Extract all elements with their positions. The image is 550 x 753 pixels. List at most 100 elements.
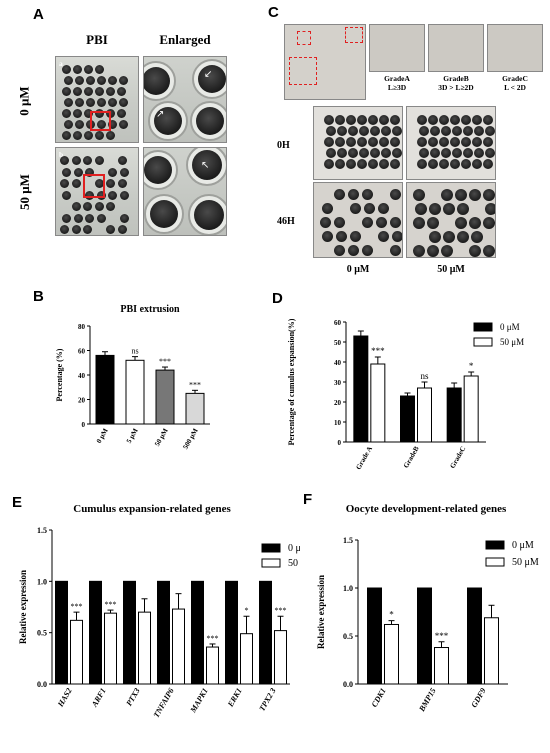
y-tick-label: 0 xyxy=(338,439,342,447)
oocyte xyxy=(73,87,82,96)
oocyte xyxy=(378,231,389,242)
bar xyxy=(240,633,253,685)
bar xyxy=(225,580,238,685)
oocyte xyxy=(75,120,84,129)
significance-label: ns xyxy=(420,371,429,381)
oocyte xyxy=(119,190,129,200)
oocyte xyxy=(450,115,460,125)
x-tick-label: 5 μM xyxy=(125,427,140,445)
panel-a-header-enlarged: Enlarged xyxy=(159,32,211,47)
oocyte xyxy=(334,189,345,200)
oocyte xyxy=(95,65,104,74)
y-tick-label: 10 xyxy=(334,419,342,427)
oocyte xyxy=(461,115,471,125)
bar xyxy=(157,580,170,685)
chart-title: Oocyte development-related genes xyxy=(346,503,507,515)
oocyte xyxy=(75,98,84,107)
oocyte xyxy=(83,156,92,165)
significance-label: * xyxy=(245,606,249,615)
y-tick-label: 20 xyxy=(78,397,86,405)
oocyte xyxy=(350,231,361,242)
bar xyxy=(463,375,479,443)
oocyte xyxy=(60,179,69,188)
polar-body-arrow-icon: ↗ xyxy=(156,109,165,120)
y-axis-label: Percentage of cumulus expansion(%) xyxy=(287,318,296,445)
oocyte xyxy=(457,203,469,215)
panel-c-0h-0um-image xyxy=(313,106,403,180)
oocyte xyxy=(62,109,71,118)
x-tick-label: PTX3 xyxy=(124,687,141,708)
oocyte xyxy=(108,76,117,85)
panel-c-0h-50um-image xyxy=(406,106,496,180)
oocyte xyxy=(364,203,375,214)
x-tick-label: HAS2 xyxy=(55,687,73,710)
panel-f-letter: F xyxy=(303,491,313,508)
y-tick-label: 20 xyxy=(334,399,342,407)
panel-a-row-label-0: 0 μM xyxy=(16,85,32,116)
oocyte xyxy=(370,126,380,136)
oocyte xyxy=(86,76,95,85)
oocyte xyxy=(485,203,495,215)
oocyte xyxy=(429,231,441,243)
oocyte xyxy=(452,126,462,136)
significance-label: *** xyxy=(71,602,83,611)
grade-c-image xyxy=(487,24,543,72)
oocyte xyxy=(94,156,104,165)
x-tick-label: 50 μM xyxy=(153,427,170,448)
panel-c-row-label-0h: 0H xyxy=(277,140,290,151)
x-tick-label: 0 μM xyxy=(95,427,110,445)
bar xyxy=(95,354,115,425)
oocyte xyxy=(94,202,104,211)
oocyte xyxy=(379,137,389,147)
oocyte xyxy=(83,225,92,234)
bar xyxy=(70,619,83,685)
oocyte xyxy=(359,126,369,136)
oocyte xyxy=(348,126,358,136)
x-tick-label: BMP15 xyxy=(417,687,438,714)
oocyte xyxy=(362,189,373,200)
oocyte xyxy=(370,148,380,158)
oocyte xyxy=(117,179,127,188)
y-tick-label: 80 xyxy=(78,323,86,331)
oocyte xyxy=(96,190,106,200)
panel-c-row-label-46h: 46H xyxy=(277,216,295,227)
oocyte xyxy=(483,115,493,125)
oocyte xyxy=(117,109,126,118)
legend-swatch xyxy=(485,557,505,567)
bar xyxy=(89,580,102,685)
oocyte xyxy=(390,137,400,147)
legend-swatch xyxy=(261,558,281,568)
panel-c-46h-0um-image xyxy=(313,182,403,258)
panel-c-letter: C xyxy=(268,4,279,21)
bar xyxy=(55,580,68,685)
enlarge-region-box xyxy=(83,174,105,198)
oocyte xyxy=(106,131,115,140)
oocyte xyxy=(390,189,401,200)
oocyte xyxy=(95,87,104,96)
oocyte xyxy=(362,217,373,228)
oocyte xyxy=(119,120,128,129)
oocyte xyxy=(97,120,106,129)
grade-b-image xyxy=(428,24,484,72)
significance-label: *** xyxy=(207,634,219,643)
panel-b-letter: B xyxy=(33,288,44,305)
oocyte xyxy=(429,203,441,215)
grade-a-name: GradeA xyxy=(384,74,410,83)
oocyte xyxy=(381,126,391,136)
oocyte xyxy=(119,213,129,223)
chart-f: Oocyte development-related genes 0.0 0.5 1.… xyxy=(316,503,539,714)
oocyte xyxy=(108,167,117,177)
y-tick-label: 0.5 xyxy=(37,629,47,638)
oocyte xyxy=(443,231,455,243)
oocyte xyxy=(413,189,425,201)
panel-a-enlarged-image-50: ↖ xyxy=(143,147,227,236)
oocyte xyxy=(106,87,115,96)
oocyte xyxy=(348,245,359,256)
oocyte xyxy=(474,148,484,158)
oocyte xyxy=(430,126,440,136)
bar xyxy=(353,335,369,443)
oocyte xyxy=(324,159,334,169)
oocyte xyxy=(108,190,117,200)
significance-label: * xyxy=(389,610,394,620)
legend-label: 50 μM xyxy=(512,557,539,568)
